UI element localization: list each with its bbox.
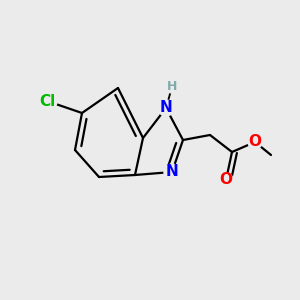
Circle shape	[219, 173, 233, 187]
Text: N: N	[166, 164, 178, 179]
Text: N: N	[160, 100, 172, 116]
Circle shape	[37, 91, 57, 111]
Text: O: O	[220, 172, 232, 188]
Text: H: H	[167, 80, 177, 94]
Circle shape	[164, 164, 180, 180]
Circle shape	[158, 100, 174, 116]
Circle shape	[248, 135, 262, 149]
Text: O: O	[248, 134, 262, 149]
Text: Cl: Cl	[39, 94, 55, 109]
Circle shape	[166, 81, 178, 93]
